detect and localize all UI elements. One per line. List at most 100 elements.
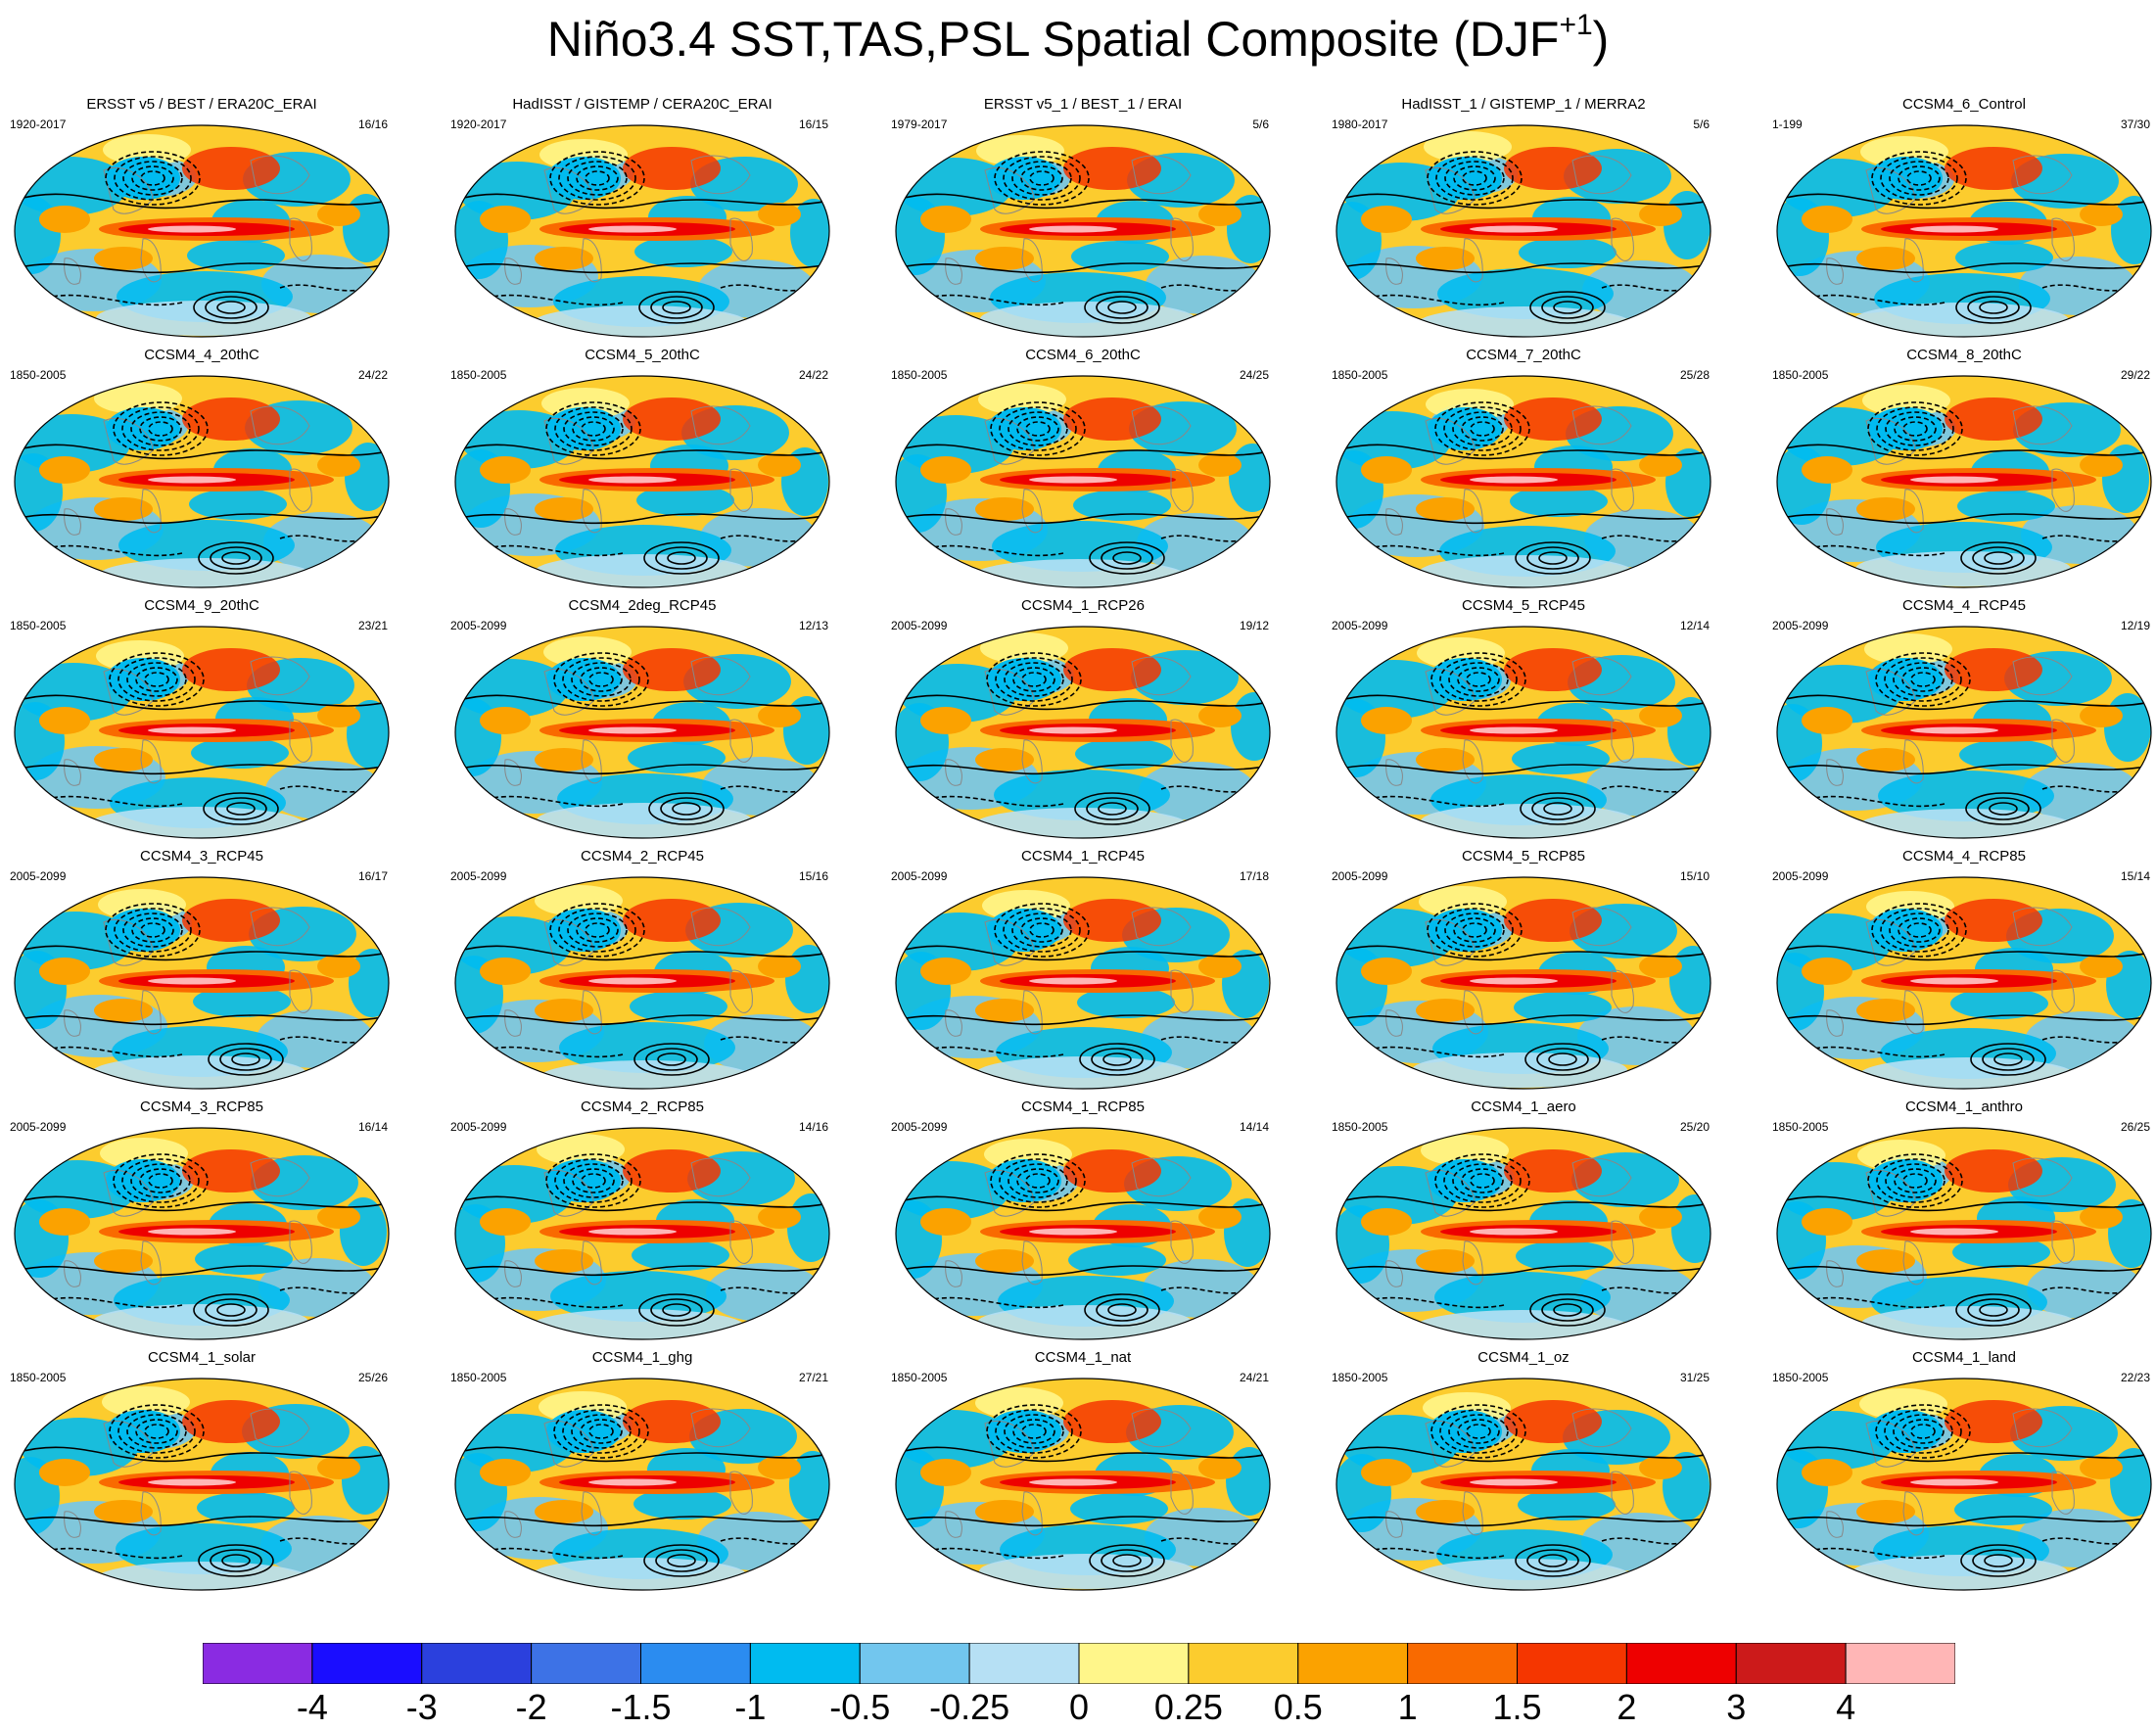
- colorbar-tick-label: 1: [1397, 1687, 1418, 1727]
- colorbar-tick-label: 0.25: [1153, 1687, 1223, 1727]
- colorbar-swatch: [1735, 1643, 1847, 1684]
- composite-map: [1776, 375, 2152, 588]
- anomaly-field: [896, 376, 1270, 587]
- panel-years: 2005-2099: [10, 1120, 67, 1134]
- map-border: [1336, 626, 1711, 839]
- map-panel: CCSM4_9_20thC 1850-2005 23/21: [6, 597, 398, 842]
- colorbar-swatch: [1078, 1643, 1190, 1684]
- map-panel: CCSM4_1_RCP26 2005-2099 19/12: [887, 597, 1279, 842]
- figure-title-text: Niño3.4 SST,TAS,PSL Spatial Composite (D…: [546, 12, 1560, 67]
- panel-years: 2005-2099: [450, 1120, 507, 1134]
- panel-count: 37/30: [2120, 117, 2150, 131]
- colorbar-tick-label: -3: [405, 1687, 438, 1727]
- colorbar-swatch: [859, 1643, 970, 1684]
- panel-title: CCSM4_2_RCP85: [581, 1099, 704, 1115]
- composite-map: [454, 1127, 830, 1340]
- composite-map: [1336, 876, 1711, 1090]
- composite-map: [14, 1127, 390, 1340]
- panel-count: 23/21: [357, 619, 388, 632]
- map-border: [1336, 1127, 1711, 1340]
- colorbar-tick-label: 0: [1068, 1687, 1090, 1727]
- map-border: [895, 1127, 1271, 1340]
- colorbar-tick-label: 2: [1617, 1687, 1637, 1727]
- panel-years: 2005-2099: [891, 619, 948, 632]
- map-border: [454, 124, 830, 338]
- anomaly-field: [1336, 376, 1711, 587]
- composite-map: [1776, 124, 2152, 338]
- anomaly-field: [1336, 877, 1711, 1089]
- anomaly-field: [896, 125, 1270, 337]
- map-panel: CCSM4_5_RCP85 2005-2099 15/10: [1328, 848, 1719, 1093]
- map-border: [454, 1127, 830, 1340]
- composite-map: [895, 375, 1271, 588]
- psl-contours: [1777, 151, 2151, 324]
- panel-title: CCSM4_6_Control: [1902, 96, 2026, 113]
- panel-years: 1850-2005: [891, 1371, 948, 1384]
- panel-years: 1850-2005: [891, 368, 948, 382]
- map-border: [1776, 626, 2152, 839]
- anomaly-field: [1777, 1128, 2151, 1339]
- map-panel: CCSM4_1_oz 1850-2005 31/25: [1328, 1349, 1719, 1594]
- colorbar-swatch: [968, 1643, 1080, 1684]
- panel-title: ERSST v5 / BEST / ERA20C_ERAI: [86, 96, 317, 113]
- map-panel: ERSST v5 / BEST / ERA20C_ERAI 1920-2017 16…: [6, 96, 398, 341]
- map-panel: CCSM4_6_20thC 1850-2005 24/25: [887, 347, 1279, 591]
- anomaly-field: [15, 627, 389, 838]
- map-panel: CCSM4_4_20thC 1850-2005 24/22: [6, 347, 398, 591]
- anomaly-field: [455, 1379, 829, 1590]
- panel-title: CCSM4_1_ghg: [591, 1349, 693, 1366]
- composite-map: [454, 375, 830, 588]
- composite-map: [1776, 1378, 2152, 1591]
- anomaly-field: [1777, 125, 2151, 337]
- map-border: [895, 876, 1271, 1090]
- coastlines: [1826, 1157, 2075, 1287]
- panel-title: CCSM4_3_RCP45: [140, 848, 263, 865]
- colorbar-swatch: [1625, 1643, 1737, 1684]
- colorbar-swatch: [531, 1643, 641, 1684]
- colorbar-tick-label: -2: [515, 1687, 547, 1727]
- panel-count: 24/21: [1239, 1371, 1269, 1384]
- panel-years: 2005-2099: [1772, 619, 1829, 632]
- map-border: [14, 1127, 390, 1340]
- panel-count: 31/25: [1679, 1371, 1710, 1384]
- panel-count: 29/22: [2120, 368, 2150, 382]
- panel-title: CCSM4_1_nat: [1034, 1349, 1132, 1366]
- composite-map: [895, 626, 1271, 839]
- panel-years: 2005-2099: [1772, 869, 1829, 883]
- composite-map: [1776, 876, 2152, 1090]
- colorbar-swatch: [640, 1643, 751, 1684]
- map-panel: CCSM4_1_nat 1850-2005 24/21: [887, 1349, 1279, 1594]
- composite-map: [1776, 1127, 2152, 1340]
- map-panel-grid: ERSST v5 / BEST / ERA20C_ERAI 1920-2017 16…: [6, 96, 2156, 1594]
- map-border: [1336, 876, 1711, 1090]
- anomaly-field: [15, 376, 389, 587]
- panel-years: 2005-2099: [10, 869, 67, 883]
- composite-map: [454, 876, 830, 1090]
- panel-title: CCSM4_4_RCP85: [1902, 848, 2026, 865]
- panel-years: 1850-2005: [450, 1371, 507, 1384]
- psl-contours: [896, 1404, 1270, 1577]
- panel-title: CCSM4_1_land: [1912, 1349, 2016, 1366]
- map-border: [14, 375, 390, 588]
- composite-map: [454, 1378, 830, 1591]
- map-panel: CCSM4_4_RCP85 2005-2099 15/14: [1768, 848, 2156, 1093]
- psl-contours: [455, 401, 829, 575]
- map-panel: CCSM4_2deg_RCP45 2005-2099 12/13: [446, 597, 838, 842]
- colorbar-labels: -4 -3 -2 -1.5 -1 -0.5 -0.25 0 0.25 0.5 1 1.5 2 3 4: [0, 1688, 2156, 1727]
- map-panel: HadISST / GISTEMP / CERA20C_ERAI 1920-201…: [446, 96, 838, 341]
- panel-count: 5/6: [1693, 117, 1710, 131]
- anomaly-field: [455, 877, 829, 1089]
- psl-contours: [455, 903, 829, 1076]
- panel-title: CCSM4_8_20thC: [1906, 347, 2022, 363]
- colorbar-swatch: [203, 1643, 313, 1684]
- anomaly-field: [1336, 125, 1711, 337]
- panel-title: HadISST_1 / GISTEMP_1 / MERRA2: [1401, 96, 1646, 113]
- map-panel: CCSM4_1_aero 1850-2005 25/20: [1328, 1099, 1719, 1343]
- panel-count: 27/21: [798, 1371, 828, 1384]
- anomaly-field: [1777, 877, 2151, 1089]
- colorbar-tick-label: 4: [1836, 1687, 1856, 1727]
- map-border: [454, 626, 830, 839]
- composite-map: [1776, 626, 2152, 839]
- map-border: [454, 375, 830, 588]
- colorbar-tick-label: -1.5: [610, 1687, 672, 1727]
